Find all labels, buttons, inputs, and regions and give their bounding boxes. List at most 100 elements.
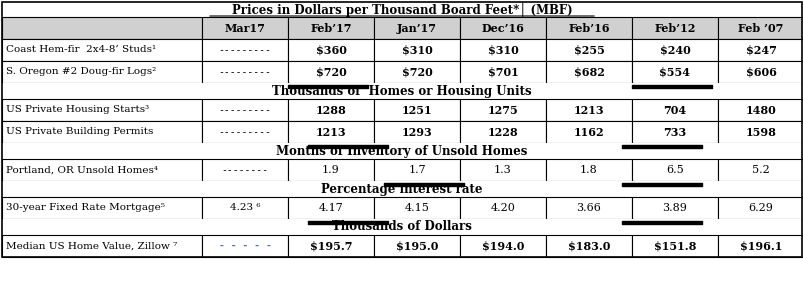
Bar <box>717 159 803 181</box>
Bar <box>2 2 801 17</box>
Text: $310: $310 <box>487 45 518 55</box>
Bar <box>631 159 717 181</box>
Text: 6.29: 6.29 <box>748 203 772 213</box>
Bar <box>545 17 631 39</box>
Text: $554: $554 <box>658 66 690 77</box>
Bar <box>287 159 373 181</box>
Bar <box>545 121 631 143</box>
Bar <box>2 83 801 99</box>
Bar <box>2 121 202 143</box>
Bar <box>202 99 287 121</box>
Text: 1.8: 1.8 <box>580 165 597 175</box>
Text: Feb’17: Feb’17 <box>310 23 352 34</box>
Bar <box>373 121 459 143</box>
Bar <box>2 61 202 83</box>
Text: Thousands of Dollars: Thousands of Dollars <box>332 221 471 234</box>
Text: $196.1: $196.1 <box>739 240 781 251</box>
Bar <box>545 197 631 219</box>
Bar <box>2 181 801 197</box>
Bar <box>717 61 803 83</box>
Text: $195.0: $195.0 <box>395 240 438 251</box>
Bar <box>202 121 287 143</box>
Bar <box>287 17 373 39</box>
Text: 4.20: 4.20 <box>490 203 515 213</box>
Text: ---------: --------- <box>218 67 271 77</box>
Bar <box>717 99 803 121</box>
Bar <box>459 197 545 219</box>
Text: Dec’16: Dec’16 <box>481 23 524 34</box>
Bar <box>459 99 545 121</box>
Bar <box>373 235 459 257</box>
Bar <box>2 219 801 235</box>
Bar <box>373 39 459 61</box>
Bar <box>287 39 373 61</box>
Text: 1288: 1288 <box>316 105 346 116</box>
Text: 1213: 1213 <box>573 105 604 116</box>
Text: $240: $240 <box>658 45 690 55</box>
Text: US Private Building Permits: US Private Building Permits <box>6 127 153 136</box>
Text: S. Oregon #2 Doug-fir Logs²: S. Oregon #2 Doug-fir Logs² <box>6 68 156 77</box>
Bar <box>202 159 287 181</box>
Bar <box>717 17 803 39</box>
Bar <box>2 17 202 39</box>
Bar <box>202 197 287 219</box>
Text: $247: $247 <box>744 45 776 55</box>
Text: Months of Inventory of Unsold Homes: Months of Inventory of Unsold Homes <box>276 144 527 158</box>
Text: $606: $606 <box>744 66 776 77</box>
Text: 1275: 1275 <box>487 105 518 116</box>
Text: $310: $310 <box>402 45 432 55</box>
Text: Percentage interest rate: Percentage interest rate <box>321 182 482 195</box>
Text: Mar17: Mar17 <box>224 23 265 34</box>
Bar <box>2 99 202 121</box>
Bar <box>2 39 202 61</box>
Bar <box>717 121 803 143</box>
Bar <box>202 17 287 39</box>
Text: 1228: 1228 <box>487 127 518 138</box>
Bar <box>373 17 459 39</box>
Bar <box>2 197 202 219</box>
Text: ---------: --------- <box>218 127 271 137</box>
Bar <box>287 235 373 257</box>
Text: 4.23 ⁶: 4.23 ⁶ <box>230 203 260 212</box>
Bar <box>373 99 459 121</box>
Bar <box>373 61 459 83</box>
Text: 1.9: 1.9 <box>322 165 340 175</box>
Text: $682: $682 <box>573 66 604 77</box>
Text: 4.17: 4.17 <box>318 203 343 213</box>
Text: 4.15: 4.15 <box>404 203 429 213</box>
Bar <box>459 235 545 257</box>
Bar <box>717 197 803 219</box>
Text: Feb’12: Feb’12 <box>654 23 695 34</box>
Bar <box>287 121 373 143</box>
Text: Median US Home Value, Zillow ⁷: Median US Home Value, Zillow ⁷ <box>6 242 177 251</box>
Text: 1.7: 1.7 <box>408 165 426 175</box>
Bar <box>545 235 631 257</box>
Bar <box>459 17 545 39</box>
Bar <box>631 99 717 121</box>
Text: 3.89: 3.89 <box>662 203 687 213</box>
Text: ---------: --------- <box>218 105 271 115</box>
Bar <box>459 121 545 143</box>
Bar <box>545 99 631 121</box>
Text: Thousands of  Homes or Housing Units: Thousands of Homes or Housing Units <box>272 84 531 97</box>
Bar <box>631 235 717 257</box>
Bar <box>373 197 459 219</box>
Text: $183.0: $183.0 <box>567 240 609 251</box>
Bar <box>631 17 717 39</box>
Text: 733: 733 <box>662 127 686 138</box>
Bar <box>2 2 801 257</box>
Text: 6.5: 6.5 <box>666 165 683 175</box>
Bar <box>545 61 631 83</box>
Text: Coast Hem-fir  2x4-8’ Studs¹: Coast Hem-fir 2x4-8’ Studs¹ <box>6 45 156 55</box>
Bar <box>631 197 717 219</box>
Bar <box>459 39 545 61</box>
Text: US Private Housing Starts³: US Private Housing Starts³ <box>6 105 149 114</box>
Bar <box>202 39 287 61</box>
Text: $701: $701 <box>487 66 518 77</box>
Bar <box>287 61 373 83</box>
Text: $194.0: $194.0 <box>481 240 524 251</box>
Text: 3.66: 3.66 <box>576 203 601 213</box>
Bar <box>459 61 545 83</box>
Text: $720: $720 <box>402 66 432 77</box>
Text: 1162: 1162 <box>573 127 604 138</box>
